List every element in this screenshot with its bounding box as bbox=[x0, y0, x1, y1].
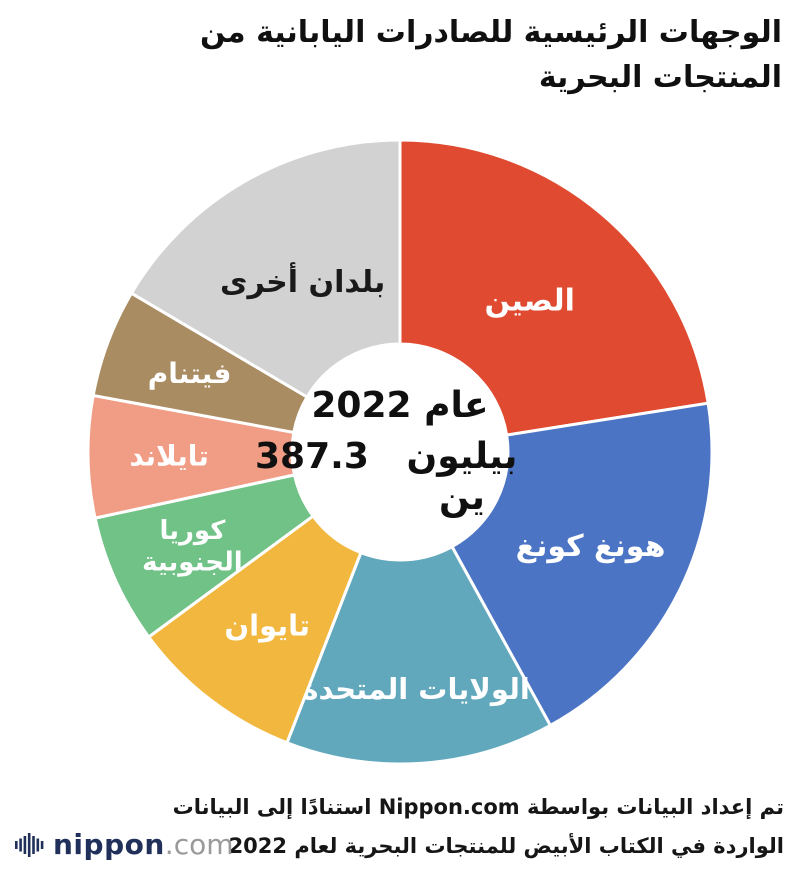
chart-title-line1: الوجهات الرئيسية للصادرات اليابانية من bbox=[200, 15, 782, 50]
source-line2: الواردة في الكتاب الأبيض للمنتجات البحري… bbox=[228, 833, 784, 858]
donut-center-label: عام 2022 387.3 بيليون ين bbox=[255, 385, 545, 518]
logo-brand: nippon bbox=[53, 828, 165, 861]
chart-title: الوجهات الرئيسية للصادرات اليابانية من ا… bbox=[22, 10, 782, 100]
logo-tld: .com bbox=[164, 828, 234, 861]
center-total-unit: بيليون ين bbox=[406, 436, 518, 518]
pie-slice-8 bbox=[129, 138, 402, 399]
center-year-label: عام 2022 bbox=[311, 385, 489, 426]
pie-slice-1 bbox=[398, 138, 710, 437]
chart-title-line2: المنتجات البحرية bbox=[538, 60, 782, 95]
center-total-label: 387.3 بيليون ين bbox=[255, 436, 545, 518]
data-source-note: تم إعداد البيانات بواسطة Nippon.com استن… bbox=[173, 788, 784, 866]
pie-slice-label-7: فيتنام bbox=[148, 357, 232, 390]
pie-slice-label-4: تايوان bbox=[224, 609, 310, 643]
pie-slice-2 bbox=[450, 401, 714, 727]
logo-wordmark: nippon.com bbox=[53, 828, 234, 861]
center-total-value: 387.3 bbox=[255, 436, 369, 477]
pie-slice-label-5: كوريا الجنوبية bbox=[142, 516, 242, 577]
pie-slice-label-1: الصين bbox=[485, 284, 575, 319]
pie-slice-label-3: الولايات المتحدة bbox=[301, 672, 530, 706]
nippon-logo: nippon.com bbox=[14, 828, 234, 861]
pie-slice-label-6: تايلاند bbox=[129, 439, 209, 472]
source-line1: تم إعداد البيانات بواسطة Nippon.com استن… bbox=[172, 795, 784, 819]
pie-slice-label-2: هونغ كونغ bbox=[516, 529, 666, 564]
pie-slice-label-8: بلدان أخرى bbox=[220, 262, 385, 300]
soundwave-bars-icon bbox=[15, 832, 44, 857]
pie-slice-3 bbox=[285, 545, 552, 766]
